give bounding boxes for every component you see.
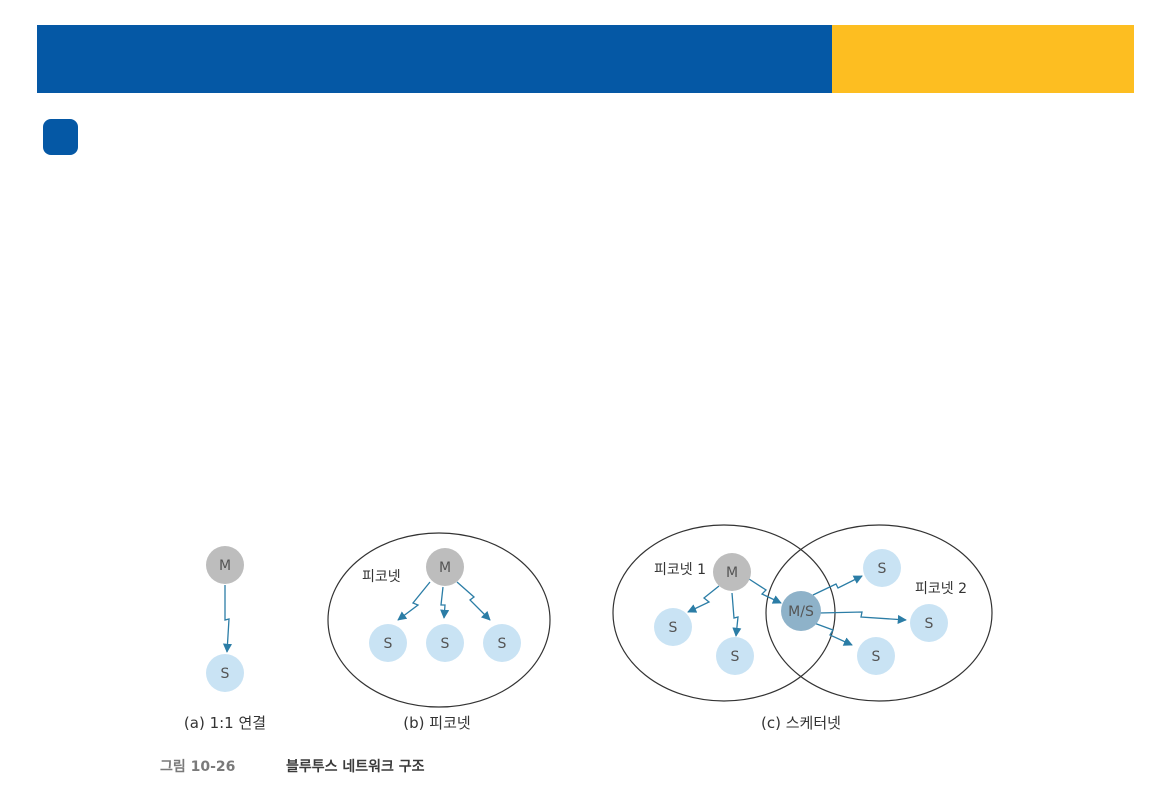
link-a-master-slave: [222, 585, 233, 653]
link-c-bridge-slave-3: [813, 622, 853, 646]
node-a-master: [206, 546, 244, 584]
figure-caption-title: 블루투스 네트워크 구조: [286, 759, 425, 775]
node-c-master: [713, 553, 751, 591]
node-b-slave: [426, 624, 464, 662]
node-c-bridge: [781, 591, 821, 631]
header-bar: [37, 25, 1134, 93]
header-yellow-segment: [832, 25, 1134, 93]
node-a-slave: [206, 654, 244, 692]
link-c-bridge-slave-2: [818, 611, 907, 624]
piconet-ellipse: [327, 532, 551, 708]
node-c-slave-label: S: [878, 561, 887, 577]
node-c-slave: [910, 604, 948, 642]
panel-b-piconet: 피코넷 M S S S (b) 피코넷: [327, 532, 551, 732]
node-c-slave-label: S: [925, 616, 934, 632]
link-c-master-slave-1: [687, 585, 720, 613]
link-c-master-bridge: [748, 578, 782, 604]
header-blue-segment: [37, 25, 832, 93]
node-b-slave: [483, 624, 521, 662]
piconet-1-label: 피코넷 1: [654, 562, 706, 578]
piconet-2-ellipse: [765, 524, 993, 702]
caption-a: (a) 1:1 연결: [184, 714, 266, 732]
link-b-master-slave-3: [456, 581, 491, 621]
node-c-slave-label: S: [669, 620, 678, 636]
node-a-master-label: M: [219, 558, 231, 574]
link-b-master-slave-1: [397, 581, 431, 621]
caption-c: (c) 스케터넷: [761, 714, 841, 732]
node-b-master-label: M: [439, 560, 451, 576]
figure-caption-number: 그림 10-26: [160, 759, 235, 775]
node-c-bridge-label: M/S: [788, 604, 814, 620]
piconet-label: 피코넷: [362, 569, 401, 585]
link-c-master-slave-2: [731, 592, 742, 637]
node-c-slave-label: S: [872, 649, 881, 665]
link-c-bridge-slave-1: [812, 575, 863, 596]
panel-a-one-to-one: M S (a) 1:1 연결: [184, 546, 266, 732]
node-b-master: [426, 548, 464, 586]
node-b-slave: [369, 624, 407, 662]
node-c-slave: [857, 637, 895, 675]
node-c-slave-label: S: [731, 649, 740, 665]
node-c-slave: [863, 549, 901, 587]
node-c-master-label: M: [726, 565, 738, 581]
node-b-slave-label: S: [384, 636, 393, 652]
node-a-slave-label: S: [221, 666, 230, 682]
caption-b: (b) 피코넷: [403, 714, 470, 732]
link-b-master-slave-2: [440, 586, 450, 619]
node-c-slave: [716, 637, 754, 675]
piconet-2-label: 피코넷 2: [915, 581, 967, 597]
panel-c-scatternet: 피코넷 1 피코넷 2 M M/S S S S S S (c) 스케터넷: [612, 524, 993, 732]
node-c-slave: [654, 608, 692, 646]
slide-bullet: [43, 119, 78, 155]
node-b-slave-label: S: [498, 636, 507, 652]
figure-caption: 그림 10-26 블루투스 네트워크 구조: [160, 759, 425, 775]
node-b-slave-label: S: [441, 636, 450, 652]
